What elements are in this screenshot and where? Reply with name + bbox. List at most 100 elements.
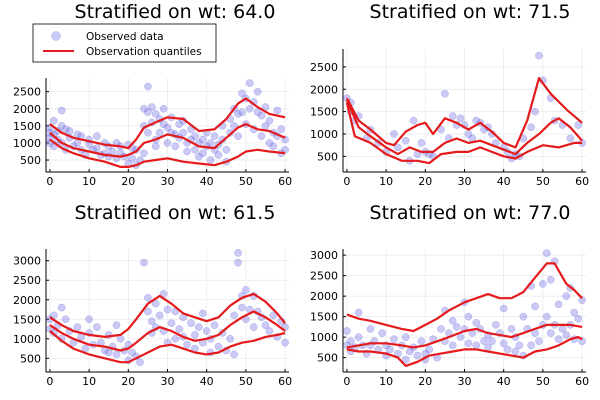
observed-point — [195, 152, 203, 161]
observed-point — [281, 338, 289, 347]
observed-point — [269, 311, 278, 320]
x-tick-label: 0 — [46, 375, 53, 388]
observed-point — [554, 335, 563, 344]
observed-point — [409, 116, 418, 125]
x-tick-label: 30 — [458, 375, 472, 388]
panel-wt-77: Stratified on wt: 77.0 0 10 20 30 40 50 60 500 10… — [310, 202, 589, 388]
observed-point — [198, 135, 207, 144]
observed-point — [159, 104, 168, 113]
observed-point — [343, 327, 351, 335]
observed-point — [464, 312, 473, 321]
observed-point — [144, 293, 152, 302]
x-tick-label: 40 — [200, 375, 214, 388]
observed-point — [273, 106, 282, 115]
quantile-line — [345, 102, 583, 165]
y-tick-label: 2000 — [13, 103, 41, 116]
observed-point — [265, 327, 274, 335]
x-tick-label: 30 — [161, 175, 175, 188]
observed-point — [257, 132, 266, 140]
observed-point — [108, 147, 117, 156]
observed-point — [354, 333, 363, 341]
observed-point — [171, 142, 180, 151]
x-tick-label: 30 — [161, 375, 175, 388]
observed-point — [202, 327, 211, 335]
observed-point — [195, 323, 203, 331]
legend-label-observed: Observed data — [86, 31, 164, 43]
panel-wt-71-5: Stratified on wt: 71.5 0 10 20 30 40 50 60 500 10… — [310, 1, 589, 188]
x-tick-label: 20 — [121, 375, 135, 388]
observed-point — [206, 139, 215, 147]
observed-point — [93, 132, 101, 140]
quantile-line — [49, 123, 286, 158]
x-tick-label: 20 — [418, 175, 432, 188]
y-tick-label: 1000 — [310, 331, 338, 344]
observed-point — [390, 130, 398, 138]
observed-point — [93, 144, 101, 152]
x-tick-label: 0 — [343, 375, 350, 388]
observed-point — [128, 154, 137, 163]
observed-point — [104, 348, 113, 357]
observed-point — [159, 120, 168, 128]
quantile-line — [49, 292, 286, 338]
x-tick-label: 60 — [575, 375, 589, 388]
legend-observed-marker — [51, 31, 61, 41]
observed-point — [480, 337, 488, 346]
observed-point — [73, 139, 82, 147]
y-tick-label: 2500 — [13, 274, 41, 287]
observed-point — [519, 312, 528, 321]
x-tick-label: 10 — [82, 375, 96, 388]
observed-point — [57, 122, 66, 130]
observed-point — [49, 116, 58, 125]
observed-point — [57, 106, 66, 115]
observed-point — [281, 145, 289, 154]
x-tick-label: 10 — [379, 375, 393, 388]
observed-point — [417, 139, 426, 147]
y-tick-label: 2000 — [310, 290, 338, 303]
observed-point — [354, 308, 363, 317]
observed-point — [531, 107, 539, 116]
observed-point — [61, 125, 70, 134]
y-tick-label: 1000 — [13, 333, 41, 346]
observed-point — [531, 302, 539, 311]
observed-point — [441, 89, 449, 98]
observed-point — [405, 347, 414, 356]
observed-point — [413, 351, 422, 360]
observed-point — [554, 300, 563, 309]
observed-point — [499, 339, 508, 348]
observed-point — [234, 132, 242, 140]
observed-point — [167, 319, 176, 328]
observed-point — [163, 123, 172, 132]
observed-point — [386, 345, 394, 354]
y-tick-label: 2500 — [13, 86, 41, 99]
observed-point — [183, 147, 191, 156]
observed-point — [574, 314, 583, 323]
observed-point — [562, 292, 571, 300]
observed-point — [511, 347, 520, 356]
observed-point — [401, 136, 410, 145]
x-tick-label: 40 — [497, 175, 511, 188]
quantile-line — [346, 323, 583, 349]
y-tick-label: 1500 — [13, 120, 41, 133]
observed-point — [73, 323, 82, 331]
observed-point — [378, 329, 387, 337]
y-tick-label: 1500 — [310, 311, 338, 324]
observed-point — [390, 335, 398, 344]
observed-point — [147, 103, 156, 111]
observed-point — [535, 51, 543, 60]
y-tick-label: 3000 — [13, 255, 41, 268]
observed-point — [527, 123, 535, 132]
observed-point — [472, 318, 481, 327]
observed-point — [488, 337, 496, 346]
observed-point — [222, 145, 231, 154]
x-tick-label: 30 — [458, 175, 472, 188]
x-tick-label: 10 — [379, 175, 393, 188]
y-tick-label: 2500 — [310, 270, 338, 283]
observed-point — [507, 325, 516, 333]
quantile-line — [346, 336, 583, 367]
observed-point — [112, 321, 121, 329]
observed-point — [452, 323, 461, 331]
quantile-line — [345, 77, 583, 149]
observed-point — [261, 321, 270, 329]
observed-point — [448, 112, 457, 120]
legend-box — [32, 23, 217, 63]
